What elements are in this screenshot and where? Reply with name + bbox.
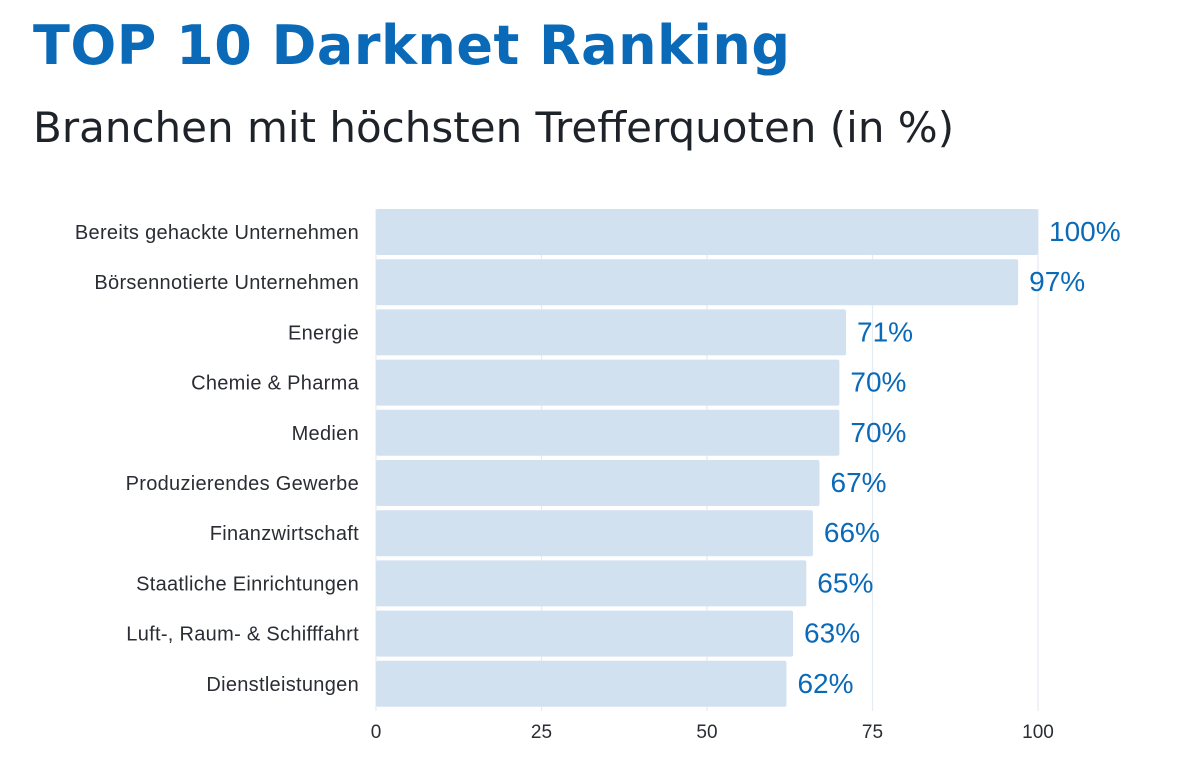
category-label: Staatliche Einrichtungen xyxy=(136,573,359,595)
x-tick-label: 100 xyxy=(1022,722,1054,743)
category-label: Chemie & Pharma xyxy=(191,373,359,395)
category-label: Finanzwirtschaft xyxy=(210,523,359,545)
value-label: 66% xyxy=(824,517,880,548)
x-axis-ticks: 0 25 50 75 100 xyxy=(371,722,1054,743)
value-label: 62% xyxy=(797,668,853,699)
value-labels: 100% 97% 71% 70% 70% 67% 66% 65% 63% 62% xyxy=(797,216,1120,699)
category-label: Medien xyxy=(292,423,359,445)
category-label: Börsennotierte Unternehmen xyxy=(94,272,359,294)
bar xyxy=(376,259,1019,306)
x-tick-label: 25 xyxy=(531,722,552,743)
category-label: Bereits gehackte Unternehmen xyxy=(75,222,359,244)
value-label: 71% xyxy=(857,316,913,347)
chart-subtitle: Branchen mit höchsten Trefferquoten (in … xyxy=(33,103,955,152)
bar xyxy=(376,660,787,707)
bar xyxy=(376,510,813,557)
chart-title: TOP 10 Darknet Ranking xyxy=(33,14,791,77)
x-tick-label: 50 xyxy=(696,722,717,743)
value-label: 65% xyxy=(817,567,873,598)
bar xyxy=(376,309,847,356)
value-label: 100% xyxy=(1049,216,1121,247)
category-labels: Bereits gehackte Unternehmen Börsennotier… xyxy=(75,222,359,696)
bar xyxy=(376,460,820,506)
value-label: 67% xyxy=(831,467,887,498)
bar xyxy=(376,359,840,406)
category-label: Dienstleistungen xyxy=(206,674,359,696)
bar xyxy=(376,560,807,607)
category-label: Energie xyxy=(288,322,359,344)
value-label: 63% xyxy=(804,618,860,649)
category-label: Produzierendes Gewerbe xyxy=(126,473,359,495)
value-label: 70% xyxy=(850,367,906,398)
category-label: Luft-, Raum- & Schifffahrt xyxy=(126,624,359,646)
x-tick-label: 0 xyxy=(371,722,382,743)
value-label: 70% xyxy=(850,417,906,448)
x-tick-label: 75 xyxy=(862,722,883,743)
value-label: 97% xyxy=(1029,266,1085,297)
bar xyxy=(376,610,794,657)
bar xyxy=(376,409,840,456)
bar xyxy=(376,209,1038,255)
bars xyxy=(376,209,1038,707)
